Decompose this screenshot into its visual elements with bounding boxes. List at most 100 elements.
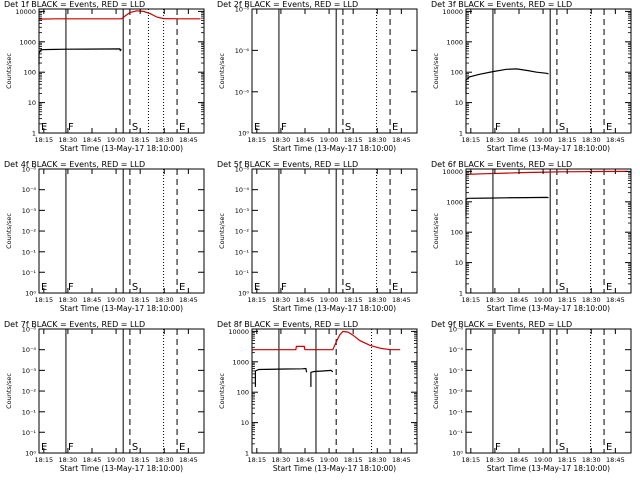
x-tick-label: 18:30 (486, 296, 505, 304)
marker-label: F (495, 122, 501, 133)
marker-label: F (68, 442, 74, 453)
x-axis-label: Start Time (13-May-17 18:10:00) (60, 304, 183, 313)
x-tick-label: 18:15 (34, 456, 53, 464)
plot-frame (465, 8, 632, 134)
x-tick-label: 18:30 (59, 136, 78, 144)
y-tick-label: 10⁻⁶ (22, 166, 37, 174)
x-tick-label: 18:30 (368, 456, 387, 464)
x-tick-label: 18:45 (179, 136, 198, 144)
y-tick-label: 10⁰ (238, 130, 249, 138)
x-tick-label: 18:15 (558, 136, 577, 144)
x-tick-label: 18:45 (83, 136, 102, 144)
x-tick-label: 18:45 (83, 456, 102, 464)
x-tick-label: 18:30 (368, 136, 387, 144)
x-axis-label: Start Time (13-May-17 18:10:00) (487, 464, 610, 473)
marker-label: F (495, 442, 501, 453)
plot-frame (251, 8, 418, 134)
marker-label: F (68, 122, 74, 133)
x-tick-label: 18:15 (344, 136, 363, 144)
y-tick-label: 10⁻¹ (22, 408, 37, 416)
plot-frame (465, 168, 632, 294)
y-tick-label: 10⁻² (449, 388, 464, 396)
marker-label: S (345, 122, 351, 133)
x-tick-label: 18:45 (606, 296, 625, 304)
y-tick-label: 10⁻⁶ (235, 88, 250, 96)
x-tick-label: 18:30 (155, 456, 174, 464)
series-line (465, 170, 628, 175)
y-tick-label: 1000 (446, 38, 463, 46)
x-tick-label: 18:45 (392, 456, 411, 464)
y-tick-label: 10⁰ (25, 290, 36, 298)
y-tick-label: 10⁻⁶ (235, 47, 250, 55)
x-tick-label: 18:15 (131, 456, 150, 464)
y-tick-label: 10⁻¹ (235, 248, 250, 256)
x-tick-label: 18:15 (131, 296, 150, 304)
y-axis-label: Counts/sec (218, 373, 226, 409)
x-tick-label: 18:45 (179, 296, 198, 304)
x-tick-label: 18:30 (582, 136, 601, 144)
y-tick-label: 1000 (232, 358, 249, 366)
y-tick-label: 10 (28, 99, 36, 107)
chart-panel-6: Det 6f BLACK = Events, RED = LLD Counts/s… (431, 160, 632, 313)
chart-panel-7: Det 7f BLACK = Events, RED = LLD Counts/s… (4, 320, 205, 473)
x-axis-label: Start Time (13-May-17 18:10:00) (273, 464, 396, 473)
x-tick-label: 18:15 (558, 456, 577, 464)
x-axis-label: Start Time (13-May-17 18:10:00) (60, 464, 183, 473)
marker-label: F (281, 122, 287, 133)
x-tick-label: 18:30 (272, 296, 291, 304)
y-tick-label: 1 (245, 450, 249, 458)
series-line (38, 10, 201, 20)
y-tick-label: 100 (24, 69, 36, 77)
x-tick-label: 19:00 (320, 136, 339, 144)
chart-title: Det 8f BLACK = Events, RED = LLD (217, 320, 358, 329)
y-axis-label: Counts/sec (218, 213, 226, 249)
y-axis-label: Counts/sec (5, 53, 13, 89)
x-tick-label: 18:30 (582, 456, 601, 464)
chart-title: Det 9f BLACK = Events, RED = LLD (431, 320, 572, 329)
marker-label: S (132, 122, 138, 133)
marker-label: E (179, 122, 185, 133)
x-axis-label: Start Time (13-May-17 18:10:00) (273, 304, 396, 313)
y-tick-label: 10⁻⁴ (235, 186, 250, 194)
x-tick-label: 18:15 (131, 136, 150, 144)
y-tick-label: 10⁻⁴ (22, 346, 37, 354)
y-tick-label: 10⁰ (25, 450, 36, 458)
x-tick-label: 18:30 (272, 136, 291, 144)
chart-title: Det 1f BLACK = Events, RED = LLD (4, 0, 145, 9)
y-tick-label: 10000 (442, 168, 463, 176)
x-tick-label: 18:15 (461, 136, 480, 144)
x-tick-label: 18:45 (83, 296, 102, 304)
chart-panel-3: Det 3f BLACK = Events, RED = LLD Counts/s… (431, 0, 632, 153)
x-tick-label: 18:45 (392, 136, 411, 144)
chart-panel-1: Det 1f BLACK = Events, RED = LLD Counts/s… (4, 0, 205, 153)
x-tick-label: 18:45 (606, 136, 625, 144)
marker-label: S (132, 442, 138, 453)
x-axis-label: Start Time (13-May-17 18:10:00) (60, 144, 183, 153)
x-tick-label: 19:00 (107, 456, 126, 464)
y-tick-label: 100 (451, 69, 463, 77)
x-tick-label: 18:15 (34, 136, 53, 144)
x-axis-label: Start Time (13-May-17 18:10:00) (487, 304, 610, 313)
x-tick-label: 18:45 (606, 456, 625, 464)
series-line (465, 68, 549, 94)
marker-label: S (559, 282, 565, 293)
x-tick-label: 18:30 (59, 456, 78, 464)
x-tick-label: 18:15 (247, 136, 266, 144)
x-tick-label: 18:30 (486, 456, 505, 464)
marker-label: E (254, 122, 260, 133)
x-tick-label: 18:30 (368, 296, 387, 304)
chart-panel-9: Det 9f BLACK = Events, RED = LLD Counts/s… (431, 320, 632, 473)
marker-label: S (559, 122, 565, 133)
x-tick-label: 18:15 (344, 456, 363, 464)
y-axis-label: Counts/sec (218, 53, 226, 89)
series-line (252, 330, 401, 351)
y-tick-label: 10⁻⁶ (235, 6, 250, 14)
x-tick-label: 18:30 (486, 136, 505, 144)
y-tick-label: 100 (451, 229, 463, 237)
y-tick-label: 100 (237, 389, 249, 397)
marker-label: F (281, 282, 287, 293)
marker-label: E (606, 282, 612, 293)
x-tick-label: 19:00 (107, 136, 126, 144)
marker-label: E (179, 282, 185, 293)
y-axis-label: Counts/sec (5, 213, 13, 249)
